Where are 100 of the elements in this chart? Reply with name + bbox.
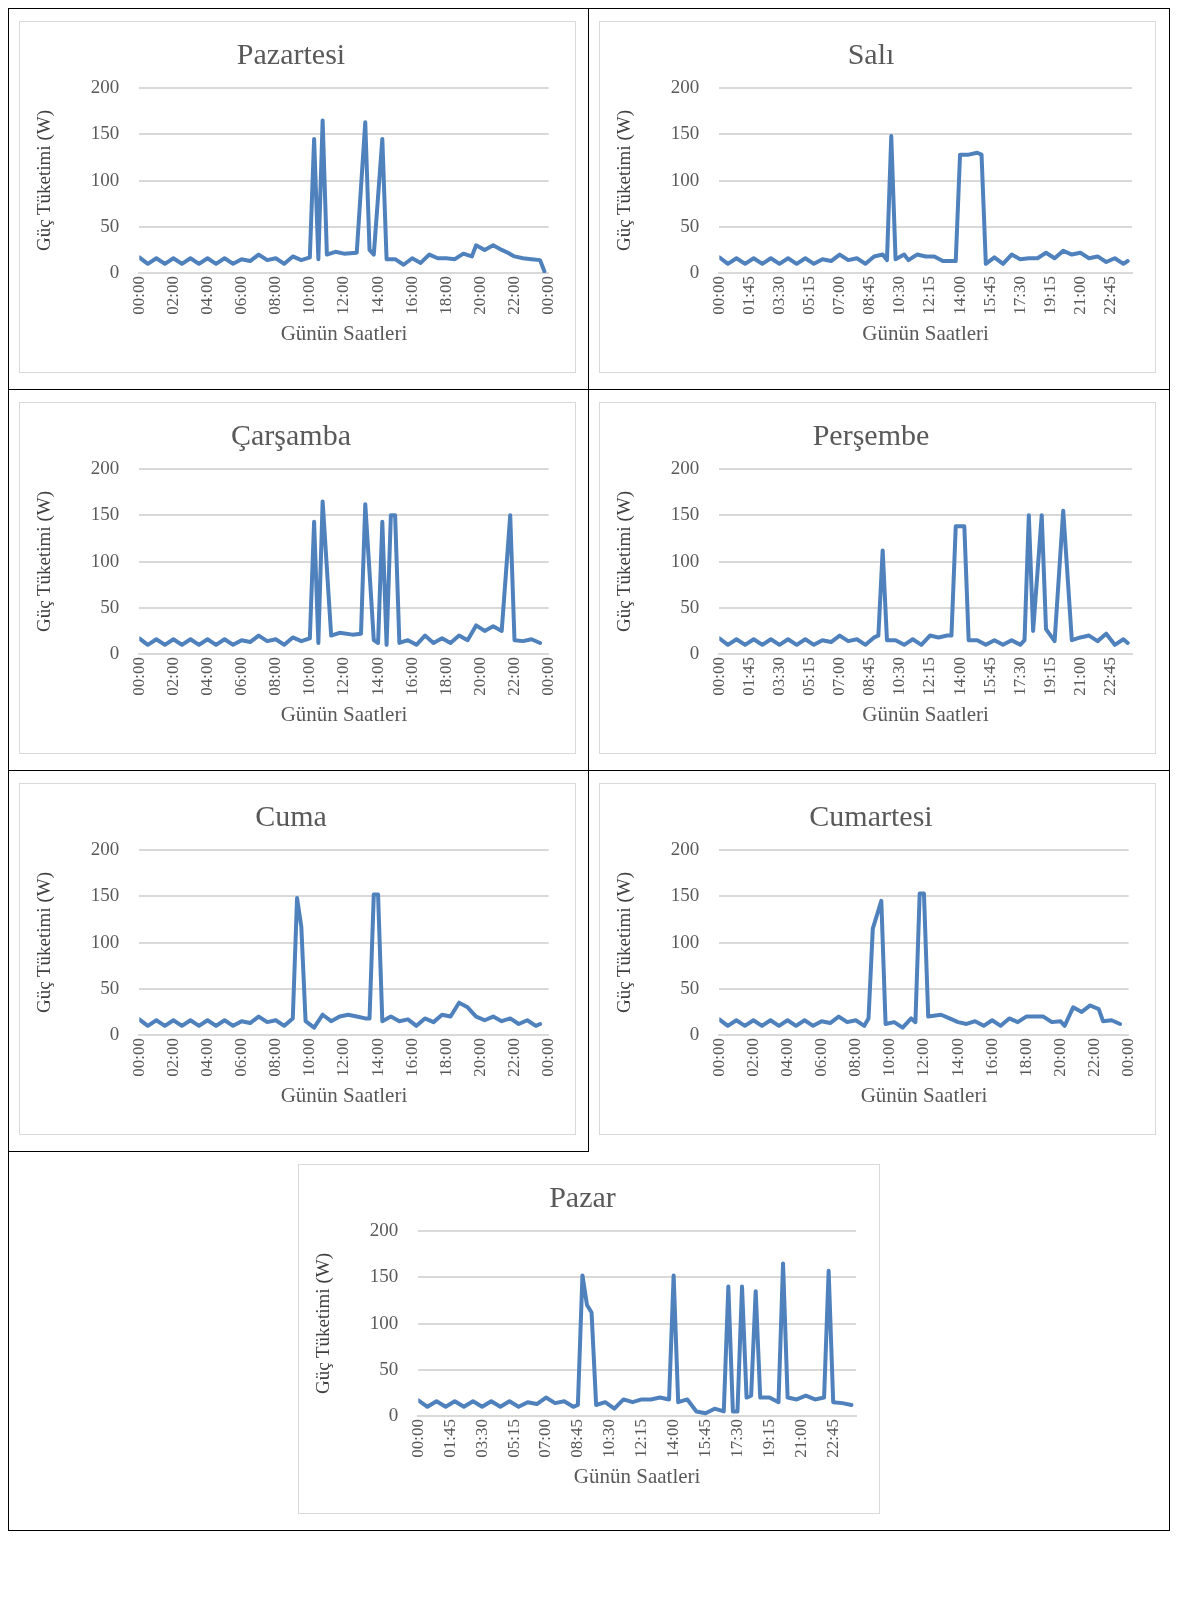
x-tick-label: 18:00 [435,1038,455,1077]
y-tick-label: 50 [680,976,700,998]
x-tick-label: 02:00 [162,1038,182,1077]
x-tick-label: 22:00 [503,276,523,315]
chart-title: Pazartesi [236,36,346,70]
y-axis-title: Güç Tüketimi (W) [613,872,636,1014]
y-tick-label: 50 [100,976,120,998]
x-tick-label: 21:00 [790,1419,810,1458]
y-tick-label: 150 [670,122,700,144]
x-tick-label: 19:15 [1039,657,1059,696]
x-tick-label: 00:00 [538,276,558,315]
y-tick-label: 0 [689,1023,700,1045]
x-axis-title: Günün Saatleri [280,320,408,345]
x-tick-label: 22:00 [1083,1038,1103,1077]
y-tick-label: 150 [90,122,120,144]
x-tick-label: 21:00 [1069,657,1089,696]
y-tick-label: 0 [109,1023,120,1045]
x-tick-label: 06:00 [231,1038,251,1077]
x-tick-label: 16:00 [981,1038,1001,1077]
x-tick-label: 08:00 [265,1038,285,1077]
x-tick-label: 12:15 [919,276,939,315]
x-tick-label: 20:00 [469,276,489,315]
y-tick-label: 0 [689,642,700,664]
x-tick-label: 10:30 [889,276,909,315]
y-tick-label: 50 [379,1357,399,1379]
x-tick-label: 12:15 [631,1419,651,1458]
x-tick-label: 14:00 [367,276,387,315]
x-tick-label: 10:00 [299,1038,319,1077]
x-tick-label: 20:00 [469,657,489,696]
chart-title: Salı [847,36,895,70]
x-tick-label: 15:45 [979,276,999,315]
x-tick-label: 22:45 [1099,276,1119,315]
chart-title: Çarşamba [231,417,351,451]
x-tick-label: 16:00 [401,1038,421,1077]
x-tick-label: 10:30 [889,657,909,696]
x-tick-label: 02:00 [742,1038,762,1077]
x-tick-label: 12:00 [913,1038,933,1077]
y-tick-label: 100 [670,930,700,952]
x-tick-label: 08:00 [845,1038,865,1077]
x-tick-label: 17:30 [1009,657,1029,696]
x-tick-label: 14:00 [949,276,969,315]
chart-title: Cumartesi [809,798,933,832]
y-tick-label: 0 [689,261,700,283]
x-tick-label: 06:00 [231,657,251,696]
y-tick-label: 100 [670,549,700,571]
x-tick-label: 05:15 [799,657,819,696]
y-axis-title: Güç Tüketimi (W) [33,872,56,1014]
y-tick-label: 0 [109,642,120,664]
y-axis-title: Güç Tüketimi (W) [33,110,56,252]
x-tick-label: 22:45 [822,1419,842,1458]
y-axis-title: Güç Tüketimi (W) [312,1253,335,1395]
x-tick-label: 18:00 [435,657,455,696]
x-tick-label: 04:00 [196,657,216,696]
x-tick-label: 22:00 [503,657,523,696]
x-tick-label: 14:00 [949,657,969,696]
x-tick-label: 06:00 [231,276,251,315]
x-tick-label: 00:00 [538,657,558,696]
y-tick-label: 200 [90,75,120,97]
x-tick-label: 12:00 [333,276,353,315]
y-tick-label: 200 [670,837,700,859]
x-tick-label: 20:00 [469,1038,489,1077]
x-tick-label: 08:45 [859,657,879,696]
x-tick-label: 22:45 [1099,657,1119,696]
y-tick-label: 200 [670,456,700,478]
x-tick-label: 15:45 [979,657,999,696]
x-tick-label: 02:00 [162,276,182,315]
x-tick-label: 12:00 [333,1038,353,1077]
y-tick-label: 100 [90,549,120,571]
x-tick-label: 08:00 [265,276,285,315]
y-tick-label: 200 [670,75,700,97]
y-tick-label: 100 [670,168,700,190]
x-tick-label: 20:00 [1049,1038,1069,1077]
x-tick-label: 21:00 [1069,276,1089,315]
x-tick-label: 04:00 [196,1038,216,1077]
x-tick-label: 07:00 [829,657,849,696]
y-axis-title: Güç Tüketimi (W) [613,110,636,252]
x-tick-label: 01:45 [738,276,758,315]
x-tick-label: 14:00 [663,1419,683,1458]
x-tick-label: 19:15 [1039,276,1059,315]
x-axis-title: Günün Saatleri [573,1463,701,1488]
x-tick-label: 05:15 [799,276,819,315]
x-axis-title: Günün Saatleri [280,701,408,726]
y-tick-label: 200 [90,456,120,478]
x-tick-label: 12:15 [919,657,939,696]
y-tick-label: 200 [90,837,120,859]
x-tick-label: 00:00 [128,657,148,696]
x-tick-label: 03:30 [768,276,788,315]
x-axis-title: Günün Saatleri [862,701,990,726]
x-axis-title: Günün Saatleri [862,320,990,345]
x-tick-label: 06:00 [811,1038,831,1077]
y-tick-label: 150 [90,884,120,906]
x-tick-label: 18:00 [435,276,455,315]
y-tick-label: 150 [670,884,700,906]
y-tick-label: 50 [100,595,120,617]
y-tick-label: 100 [90,168,120,190]
x-tick-label: 16:00 [401,276,421,315]
x-tick-label: 17:30 [1009,276,1029,315]
x-tick-label: 03:30 [768,657,788,696]
x-tick-label: 12:00 [333,657,353,696]
x-tick-label: 00:00 [708,657,728,696]
